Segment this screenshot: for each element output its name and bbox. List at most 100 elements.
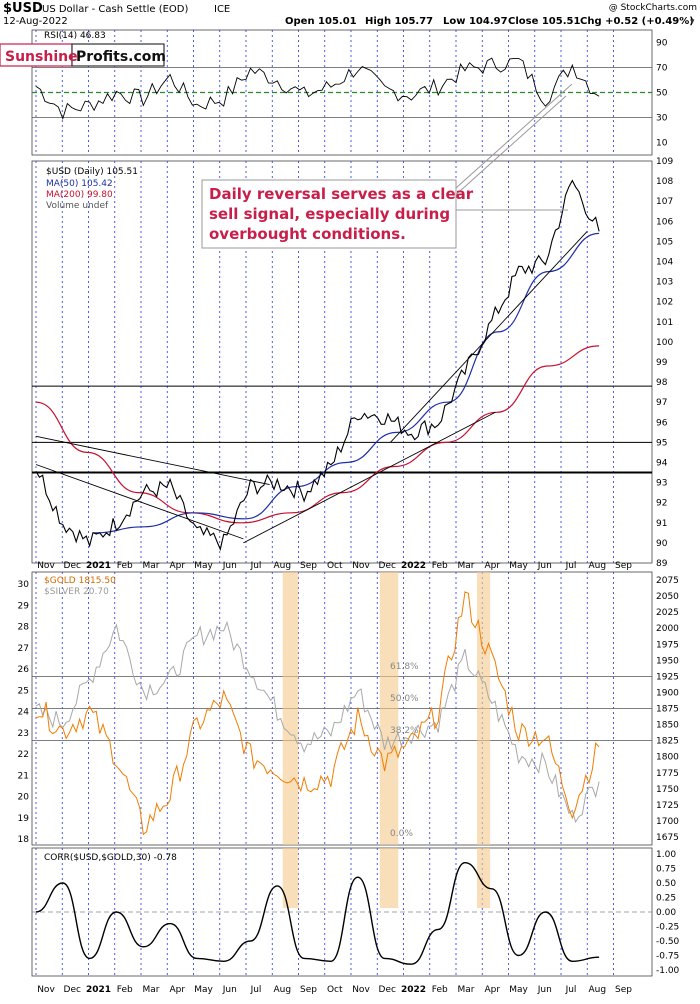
chart-high: High 105.77 [365,16,433,27]
usd-y-tick: 104 [656,258,673,268]
x-tick-label: Mar [143,561,160,571]
x-tick-label: Aug [588,985,606,995]
chart-close: Close 105.51 [508,16,580,27]
x-tick-label: Mar [458,561,475,571]
usd-trendline [35,464,244,540]
rsi-legend: RSI(14) 46.83 [44,31,106,41]
x-tick-label: Dec [379,985,396,995]
x-tick-label: Jul [250,985,262,995]
x-tick-label: Feb [432,985,448,995]
usd-y-tick: 94 [656,459,668,469]
x-tick-label: Jun [222,561,237,571]
usd-price-line [35,179,600,552]
fib-label-618: 61.8% [390,662,419,672]
chart-exchange: ICE [214,4,230,15]
x-tick-label: Apr [484,561,500,571]
fib-label-500: 50.0% [390,694,419,704]
x-tick-label: Aug [273,985,291,995]
rsi-y-tick: 90 [656,39,668,49]
usd-y-tick: 109 [656,157,673,167]
silver-line [35,620,600,824]
silver-y-tick: 24 [18,708,30,718]
x-tick-label: Aug [588,561,606,571]
annotation-line-3: overbought conditions. [209,225,406,243]
usd-y-tick: 99 [656,358,668,368]
gold-y-tick: 2025 [656,608,679,618]
x-tick-label: Jul [565,561,577,571]
x-tick-label: Aug [273,561,291,571]
usd-y-tick: 105 [656,237,673,247]
fib-label-382: 38.2% [390,726,419,736]
silver-y-tick: 20 [18,793,30,803]
usd-trendline [243,411,496,544]
sunshine-profits-logo: Sunshine Profits.com [0,43,166,67]
x-tick-label: Apr [484,985,500,995]
usd-panel-frame [31,160,653,564]
rsi-y-tick: 50 [656,89,668,99]
corr-y-tick: 1.00 [656,850,676,860]
chart-credit: @ StockCharts.com [609,3,697,13]
chart-low: Low 104.97 [443,16,508,27]
x-tick-label: Jul [250,561,262,571]
highlight-band-corr [379,848,399,908]
chart-change: Chg +0.52 (+0.49%) [580,16,694,27]
logo-text-sunshine: Sunshine [5,49,78,65]
silver-y-tick: 27 [18,644,29,654]
usd-y-tick: 96 [656,418,668,428]
usd-y-tick: 91 [656,519,667,529]
rsi-y-tick: 30 [656,114,668,124]
highlight-band-corr [477,848,491,908]
gold-y-tick: 1950 [656,656,679,666]
corr-y-tick: 0.25 [656,894,676,904]
line-layer [35,57,600,965]
x-tick-label: 2022 [401,561,426,571]
x-tick-label: Jun [222,985,237,995]
highlight-band-gold [379,572,399,845]
silver-y-tick: 21 [18,771,29,781]
corr-y-tick: 0.00 [656,908,676,918]
corr-y-tick: -0.25 [656,923,679,933]
silver-y-tick: 25 [18,686,29,696]
x-tick-label: Nov [352,561,370,571]
x-tick-label: Feb [117,561,133,571]
annotation-line-1: Daily reversal serves as a clear [209,185,474,203]
gold-y-tick: 1775 [656,769,679,779]
chart-name: US Dollar - Cash Settle (EOD) [42,4,189,15]
x-tick-label: Jul [565,985,577,995]
usd-y-tick: 102 [656,298,673,308]
annotation-line-2: sell signal, especially during [209,205,450,223]
rsi-line [35,57,600,120]
x-tick-label: May [194,985,213,995]
usd-legend-volume: Volume undef [46,201,109,211]
gold-y-tick: 1700 [656,817,679,827]
fib-label-000: 0.0% [390,829,413,839]
corr-y-tick: 0.50 [656,879,676,889]
tick-layer: 10 30 50 70 90 89 90 91 92 93 94 95 96 97 98 99 100 101 10… [18,39,680,977]
logo-text-profits: Profits.com [76,49,166,65]
chart-date: 12-Aug-2022 [3,16,68,27]
highlight-band-gold [477,572,491,845]
gold-y-tick: 1875 [656,705,679,715]
silver-y-tick: 29 [18,601,30,611]
highlight-band-gold [282,572,299,845]
highlight-band-corr [282,848,299,908]
x-tick-label: 2021 [86,985,111,995]
annotation-callout: Daily reversal serves as a clear sell si… [201,83,573,249]
x-tick-label: Mar [458,985,475,995]
x-tick-label: Sep [615,561,632,571]
ma200-line [35,345,600,524]
gold-y-tick: 1825 [656,737,679,747]
x-tick-label: Nov [352,985,370,995]
x-tick-label: Sep [300,561,317,571]
corr-y-tick: -1.00 [656,966,680,976]
chevron-down-icon[interactable]: ▾ [690,17,695,27]
x-tick-label: May [194,561,213,571]
usd-y-tick: 107 [656,197,673,207]
chart-symbol: $USD [3,1,43,16]
silver-y-tick: 18 [18,835,30,845]
usd-y-tick: 92 [656,499,667,509]
usd-y-tick: 89 [656,559,668,569]
gold-y-tick: 1975 [656,640,679,650]
